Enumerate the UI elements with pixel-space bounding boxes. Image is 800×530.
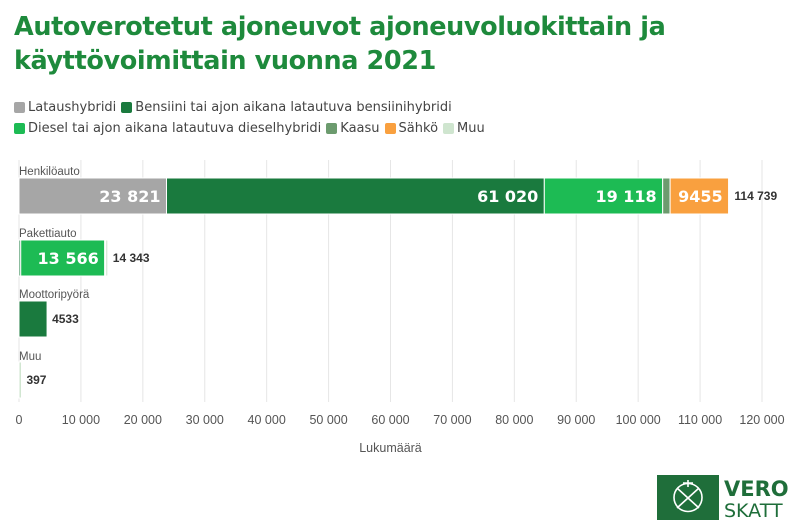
category-label: Muu [19, 351, 41, 363]
legend-swatch [384, 122, 396, 134]
segment-label: 9455 [678, 187, 723, 206]
legend-label: Diesel tai ajon aikana latautuva dieselh… [28, 120, 322, 136]
legend-label: Bensiini tai ajon aikana latautuva bensi… [135, 99, 452, 115]
bar-segment [105, 239, 109, 277]
legend-swatch [14, 101, 25, 113]
legend-item[interactable]: Muu [443, 119, 485, 137]
legend-swatch [14, 122, 25, 134]
legend-swatch [326, 122, 338, 134]
logo-text-skatt: SKATT [724, 500, 783, 520]
x-axis-title: Lukumäärä [359, 441, 422, 455]
x-tick-label: 70 000 [433, 413, 471, 427]
legend-label: Lataushybridi [28, 99, 117, 115]
segment-label: 61 020 [477, 187, 538, 206]
x-tick-label: 90 000 [557, 413, 595, 427]
bar-segment [18, 300, 48, 338]
x-tick-label: 60 000 [371, 413, 409, 427]
x-tick-label: 80 000 [495, 413, 533, 427]
segment-label: 23 821 [99, 187, 160, 206]
category-label: Moottoripyörä [19, 289, 90, 301]
legend-item[interactable]: Lataushybridi [14, 98, 116, 116]
bar-segment [165, 177, 545, 215]
verohallinto-logo: VERO SKATT [657, 475, 789, 520]
legend-swatch [443, 122, 455, 134]
category-label: Pakettiauto [19, 228, 77, 240]
legend-item[interactable]: Diesel tai ajon aikana latautuva dieselh… [14, 119, 321, 137]
logo-emblem-icon [673, 480, 703, 513]
chart-svg: 0 10 000 20 000 30 000 40 000 50 000 60 000 70 … [16, 160, 785, 455]
total-label: 14 343 [113, 251, 150, 265]
bar-segment [20, 239, 106, 277]
legend: Lataushybridi Bensiini tai ajon aikana la… [14, 98, 534, 137]
segment-label: 13 566 [37, 249, 98, 268]
legend-label: Kaasu [340, 120, 380, 136]
x-tick-label: 0 [16, 413, 23, 427]
x-tick-label: 10 000 [62, 413, 100, 427]
x-tick-label: 50 000 [309, 413, 347, 427]
segment-label: 19 118 [595, 187, 656, 206]
x-tick-label: 100 000 [616, 413, 661, 427]
x-tick-label: 30 000 [186, 413, 224, 427]
bar-segment [669, 177, 730, 215]
legend-item[interactable]: Bensiini tai ajon aikana latautuva bensi… [121, 98, 452, 116]
x-tick-label: 40 000 [248, 413, 286, 427]
legend-item[interactable]: Sähkö [384, 119, 439, 137]
total-label: 4533 [52, 312, 79, 326]
logo-text-vero: VERO [724, 477, 789, 501]
x-tick-label: 120 000 [739, 413, 784, 427]
total-label: 397 [26, 373, 46, 387]
legend-label: Sähkö [398, 120, 439, 136]
chart-title: Autoverotetut ajoneuvot ajoneuvoluokitta… [14, 12, 666, 76]
category-label: Henkilöauto [19, 166, 80, 178]
legend-swatch [121, 101, 133, 113]
legend-item[interactable]: Kaasu [326, 119, 380, 137]
bar-segment [543, 177, 664, 215]
bar-segment [728, 177, 730, 215]
total-label: 114 739 [734, 189, 777, 203]
x-tick-label: 20 000 [124, 413, 162, 427]
x-tick-label: 110 000 [678, 413, 722, 427]
bar-segment [662, 177, 671, 215]
legend-label: Muu [457, 120, 485, 136]
bar-segment [18, 361, 22, 399]
